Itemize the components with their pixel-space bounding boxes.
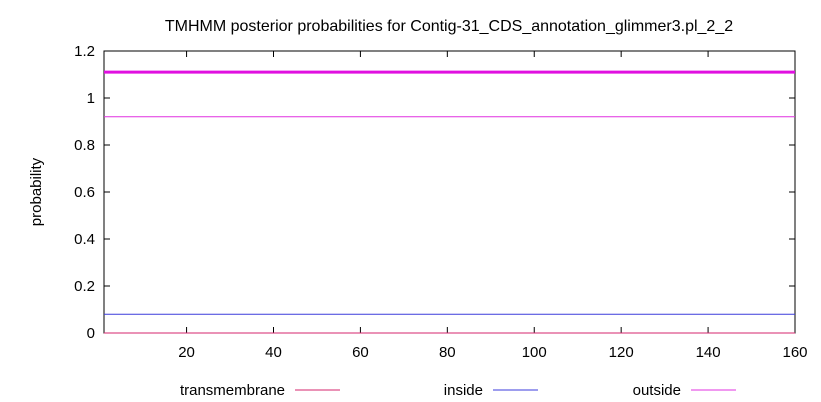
x-axis-ticks: 20 40 60 80 100 120 140 160 [178,51,808,361]
x-tick-label: 160 [782,344,807,361]
series-lines [104,116,795,334]
y-axis-ticks: 0 0.2 0.4 0.6 0.8 1 1.2 [74,43,795,342]
x-tick-label: 100 [522,344,547,361]
x-tick-label: 60 [352,344,369,361]
y-tick-label: 1.2 [74,43,95,60]
x-tick-label: 80 [439,344,456,361]
legend-label-transmembrane: transmembrane [180,382,285,399]
x-tick-label: 20 [178,344,195,361]
y-axis-label: probability [28,157,45,226]
plot-area-frame [103,50,796,334]
y-tick-label: 0.2 [74,278,95,295]
y-tick-label: 0 [87,325,95,342]
legend: transmembrane inside outside [180,382,736,399]
legend-label-inside: inside [444,382,483,399]
x-tick-label: 120 [609,344,634,361]
legend-label-outside: outside [633,382,681,399]
y-tick-label: 1 [87,90,95,107]
y-tick-label: 0.8 [74,137,95,154]
x-tick-label: 140 [696,344,721,361]
y-tick-label: 0.4 [74,231,95,248]
y-tick-label: 0.6 [74,184,95,201]
chart-title: TMHMM posterior probabilities for Contig… [165,18,733,35]
x-tick-label: 40 [265,344,282,361]
